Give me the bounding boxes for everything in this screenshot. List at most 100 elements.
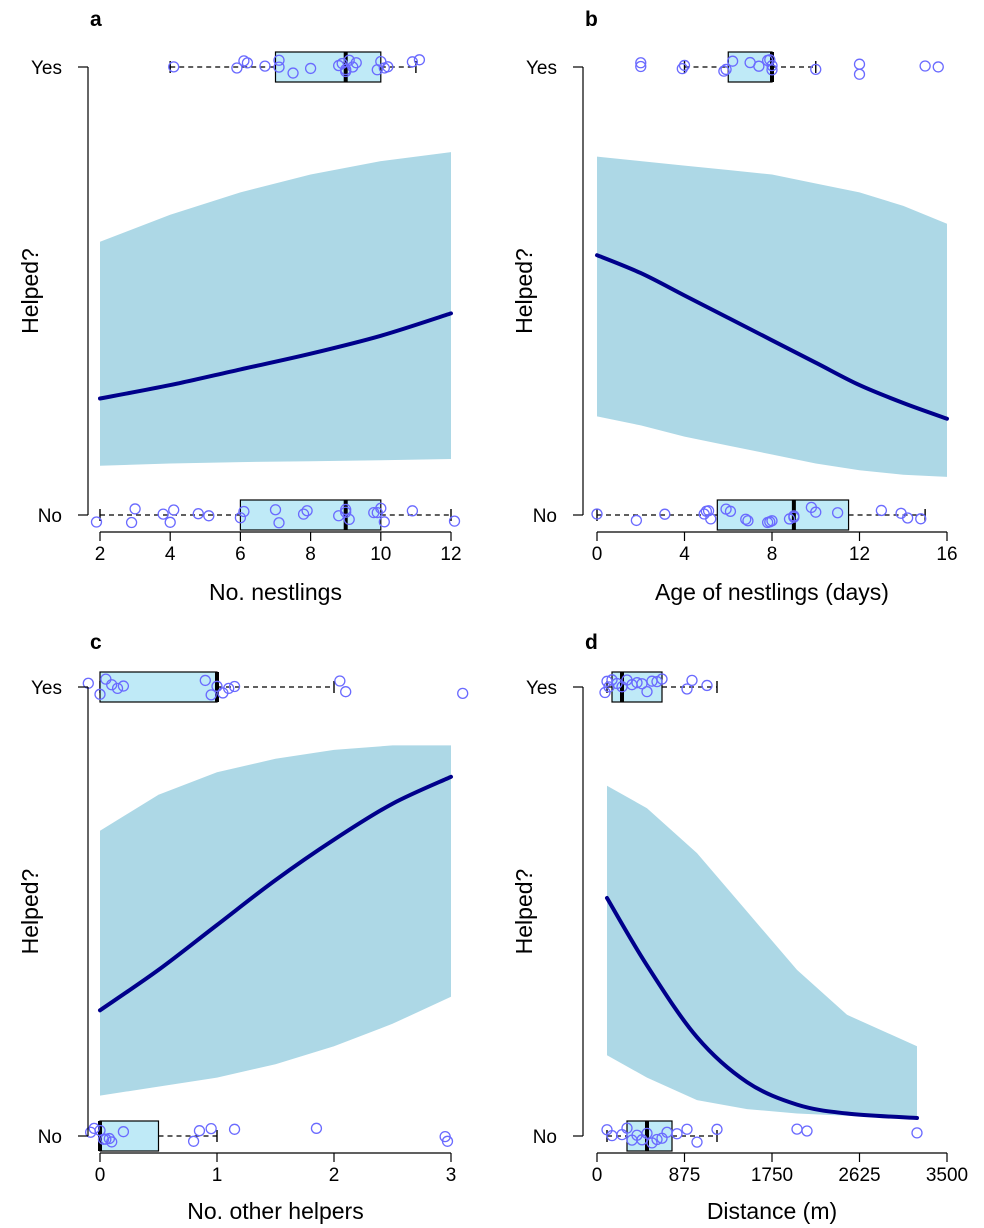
data-point-yes (304, 62, 317, 75)
box-yes (274, 51, 382, 83)
data-point-no (641, 1127, 653, 1140)
data-point-yes (406, 56, 419, 68)
data-point-no (448, 515, 461, 527)
data-point-no (193, 1125, 206, 1137)
data-point-no (164, 516, 176, 528)
y-axis-title: Helped? (17, 869, 43, 955)
data-point-no (702, 505, 715, 517)
y-tick-label: Yes (31, 678, 62, 699)
panel-letter: b (585, 8, 598, 31)
fit-line (595, 253, 949, 421)
data-point-yes (231, 62, 243, 74)
confidence-band (100, 152, 451, 466)
data-point-no (591, 508, 603, 520)
y-tick-label: No (38, 1127, 62, 1148)
data-point-no (915, 513, 927, 525)
data-point-yes (701, 679, 713, 692)
panel-letter: c (90, 631, 102, 654)
data-point-yes (259, 60, 271, 72)
data-point-no (791, 1123, 803, 1135)
data-point-no (340, 503, 352, 516)
x-tick-label: 0 (95, 1165, 106, 1186)
confidence-band (597, 156, 947, 477)
data-point-no (310, 1122, 323, 1134)
data-point-no (129, 503, 141, 515)
data-point-yes (681, 683, 693, 695)
y-tick-label: Yes (526, 678, 557, 699)
data-point-no (297, 508, 310, 520)
data-point-yes (853, 58, 866, 70)
data-point-no (375, 502, 387, 514)
y-tick-label: No (533, 1127, 557, 1148)
confidence-band (607, 785, 917, 1118)
data-point-yes (457, 687, 469, 699)
data-point-no (651, 1133, 663, 1146)
panel-c: No Yes Helped? 0 1 2 3 No. other helpers c (17, 631, 469, 1224)
data-point-no (103, 1132, 116, 1145)
data-point-yes (382, 61, 394, 73)
data-point-no (238, 505, 250, 518)
x-tick-label: 10 (370, 544, 391, 565)
data-point-no (187, 1135, 200, 1147)
data-point-yes (273, 61, 285, 73)
x-axis-title: No. other helpers (187, 1198, 363, 1224)
data-point-no (705, 513, 717, 525)
data-point-no (630, 514, 643, 527)
data-point-yes (676, 62, 688, 75)
data-point-yes (726, 55, 739, 67)
data-point-no (168, 504, 180, 516)
box-yes (99, 671, 218, 703)
data-point-no (911, 1127, 923, 1139)
data-point-no (681, 1123, 693, 1135)
panel-letter: d (585, 631, 598, 654)
x-tick-label: 6 (235, 544, 246, 565)
data-point-yes (810, 63, 822, 76)
data-point-yes (678, 59, 691, 72)
data-point-yes (753, 60, 765, 72)
data-point-no (616, 1128, 628, 1141)
data-point-no (234, 512, 247, 524)
panel-d: No Yes Helped? 0 875 1750 2625 3500 Distance (m)… (511, 631, 968, 1224)
data-point-no (621, 1122, 633, 1134)
y-tick-label: No (533, 506, 557, 527)
data-point-no (192, 508, 204, 520)
data-point-no (901, 512, 914, 524)
data-point-no (724, 505, 737, 517)
data-point-yes (766, 59, 778, 72)
data-point-no (340, 506, 352, 518)
x-tick-label: 2 (95, 544, 106, 565)
data-point-yes (635, 57, 647, 69)
x-tick-label: 1750 (751, 1165, 793, 1186)
data-point-yes (853, 68, 866, 80)
data-point-no (203, 510, 215, 522)
data-point-yes (766, 64, 778, 76)
x-tick-label: 2 (329, 1165, 340, 1186)
x-axis-title: Distance (m) (707, 1198, 837, 1224)
x-tick-label: 4 (165, 544, 176, 565)
data-point-no (333, 510, 345, 522)
data-point-yes (228, 680, 241, 693)
x-tick-label: 2625 (838, 1165, 880, 1186)
x-tick-label: 0 (592, 544, 603, 565)
data-point-yes (106, 679, 118, 691)
data-point-yes (343, 54, 355, 66)
confidence-band (100, 745, 451, 1096)
data-point-no (88, 1122, 100, 1135)
data-point-yes (199, 674, 211, 687)
data-point-no (875, 504, 888, 517)
x-tick-label: 8 (305, 544, 316, 565)
x-axis-title: Age of nestlings (days) (655, 579, 889, 605)
y-axis-title: Helped? (511, 869, 537, 955)
data-point-no (801, 1125, 813, 1137)
x-tick-label: 0 (592, 1165, 603, 1186)
data-point-no (343, 513, 355, 526)
data-point-yes (718, 65, 730, 77)
data-point-yes (223, 682, 235, 695)
x-tick-label: 12 (440, 544, 461, 565)
data-point-no (125, 516, 138, 529)
data-point-no (831, 507, 844, 519)
y-tick-label: Yes (526, 58, 557, 79)
fit-line (98, 311, 453, 401)
data-point-no (117, 1126, 130, 1138)
